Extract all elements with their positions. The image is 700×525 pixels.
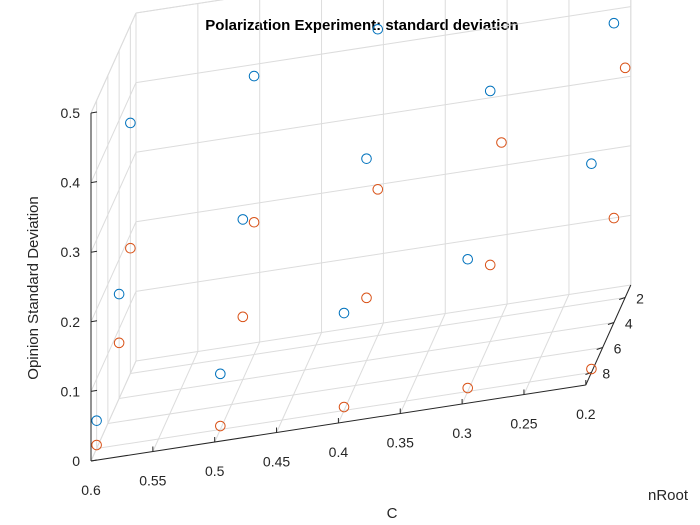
- data-point-series-1: [608, 17, 620, 29]
- data-point-series-1: [215, 368, 226, 380]
- y-tick-label: 4: [625, 316, 633, 332]
- floor-grid-line: [152, 351, 199, 452]
- y-tick-mark: [596, 347, 603, 350]
- z-tick-mark: [90, 111, 98, 114]
- y-tick-label: 6: [614, 341, 622, 357]
- data-point-series-2: [496, 137, 507, 148]
- y-tick-mark: [607, 322, 615, 325]
- y-tick-mark: [585, 372, 592, 375]
- data-point-series-1: [462, 253, 474, 265]
- data-point-series-1: [338, 307, 350, 319]
- y-tick-label: 2: [636, 291, 644, 307]
- mark-layer: [91, 17, 631, 451]
- x-axis-label: C: [387, 505, 398, 522]
- data-point-series-2: [586, 363, 597, 375]
- z-tick-mark: [90, 250, 98, 253]
- grid-layer: [90, 0, 632, 462]
- data-point-series-1: [125, 117, 136, 129]
- z-tick-mark: [90, 320, 98, 323]
- floor-grid-line: [214, 341, 261, 443]
- data-point-series-2: [608, 212, 620, 224]
- floor-grid-line: [130, 297, 626, 374]
- x-tick-label: 0.5: [205, 463, 225, 479]
- z-tick-mark: [90, 181, 98, 184]
- y-tick-mark: [619, 297, 626, 300]
- box-edge: [90, 12, 137, 114]
- z-axis-label: Opinion Standard Deviation: [25, 196, 42, 379]
- z-tick-label: 0: [72, 453, 80, 469]
- floor-grid-line: [119, 322, 615, 399]
- data-point-series-2: [619, 62, 631, 74]
- data-point-series-1: [484, 85, 496, 97]
- data-point-series-1: [237, 214, 249, 225]
- z-tick-label: 0.4: [61, 175, 81, 191]
- axis-layer: [90, 111, 632, 462]
- back-wall-grid-line: [135, 75, 631, 153]
- side-wall-grid-line: [90, 360, 137, 462]
- data-point-series-2: [125, 242, 136, 254]
- data-point-series-2: [237, 311, 249, 323]
- data-point-series-2: [338, 401, 350, 413]
- floor-grid-line: [96, 372, 592, 449]
- data-point-series-2: [462, 382, 474, 394]
- z-tick-mark: [90, 459, 98, 462]
- back-wall-grid-line: [135, 6, 631, 84]
- x-tick-label: 0.55: [139, 473, 166, 489]
- y-axis-label: nRoot: [648, 487, 689, 504]
- back-wall-grid-line: [135, 284, 631, 362]
- side-wall-grid-line: [90, 291, 137, 392]
- floor-grid-line: [276, 332, 323, 433]
- z-tick-label: 0.3: [61, 244, 81, 260]
- x-tick-label: 0.35: [387, 435, 414, 451]
- box-edge: [135, 0, 224, 14]
- side-wall-grid-line: [90, 221, 137, 323]
- data-point-series-2: [215, 420, 226, 432]
- floor-grid-line: [523, 294, 570, 395]
- data-point-series-2: [484, 259, 496, 271]
- y-axis-line: [585, 284, 632, 386]
- z-tick-label: 0.1: [61, 383, 81, 399]
- data-point-series-2: [91, 439, 102, 451]
- x-tick-label: 0.25: [510, 416, 537, 432]
- floor-grid-line: [399, 313, 446, 414]
- data-point-series-1: [248, 70, 260, 82]
- data-point-series-1: [91, 415, 102, 426]
- floor-grid-line: [337, 322, 384, 424]
- x-tick-label: 0.45: [263, 454, 290, 470]
- x-tick-label: 0.3: [452, 425, 472, 441]
- x-tick-label: 0.4: [329, 444, 349, 460]
- chart-title: Polarization Experiment: standard deviat…: [205, 17, 518, 34]
- back-wall-grid-line: [135, 214, 631, 292]
- y-tick-label: 8: [602, 366, 610, 382]
- x-tick-label: 0.2: [576, 406, 596, 422]
- data-point-series-2: [372, 184, 384, 195]
- data-point-series-1: [361, 153, 372, 164]
- floor-grid-line: [461, 303, 508, 405]
- data-point-series-1: [113, 288, 125, 300]
- side-wall-grid-line: [90, 82, 137, 183]
- floor-grid-line: [107, 347, 603, 424]
- z-tick-label: 0.5: [61, 105, 81, 121]
- z-tick-label: 0.2: [61, 314, 81, 330]
- data-point-series-1: [372, 23, 384, 35]
- back-wall-grid-line: [135, 145, 631, 223]
- data-point-series-1: [586, 158, 597, 169]
- x-tick-label: 0.6: [81, 482, 101, 498]
- side-wall-grid-line: [90, 151, 137, 253]
- data-point-series-2: [248, 216, 260, 228]
- data-point-series-2: [113, 337, 125, 349]
- data-point-series-2: [361, 292, 372, 304]
- z-tick-mark: [90, 389, 98, 392]
